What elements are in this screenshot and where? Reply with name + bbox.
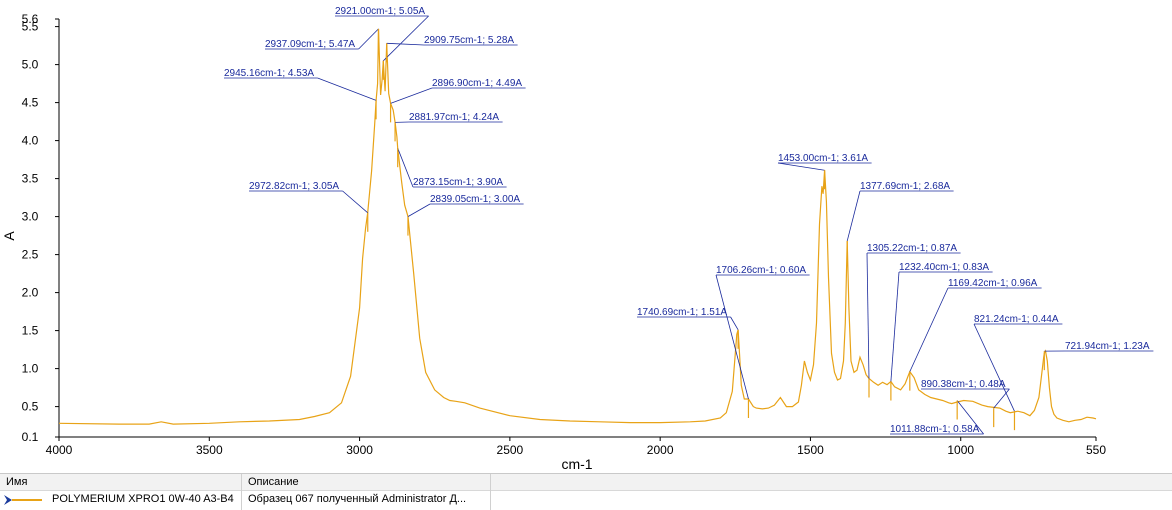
y-tick-label: 1.0 — [22, 362, 39, 376]
peak-label: 1706.26cm-1; 0.60A — [716, 265, 806, 276]
column-header-description[interactable]: Описание — [248, 476, 299, 488]
peak-leader-line — [343, 191, 368, 213]
peak-leader-line — [994, 389, 1010, 408]
peak-leader-line — [731, 317, 739, 330]
peak-leader-line — [383, 16, 428, 61]
peak-leader-line — [391, 88, 432, 103]
y-tick-label: 4.5 — [22, 96, 39, 110]
peak-label: 2839.05cm-1; 3.00A — [430, 194, 520, 205]
peak-leader-line — [318, 78, 376, 100]
column-header-name[interactable]: Имя — [6, 476, 27, 488]
y-tick-label: 4.0 — [22, 134, 39, 148]
axes: 4000 3500 3000 2500 2000 1500 1000 550 0.1 0.5 1.0… — [22, 12, 1107, 457]
x-tick-label: 3000 — [346, 443, 373, 457]
peak-label: 821.24cm-1; 0.44A — [974, 314, 1059, 325]
peak-label: 2896.90cm-1; 4.49A — [432, 78, 522, 89]
peak-label: 2945.16cm-1; 4.53A — [224, 68, 314, 79]
x-tick-label: 2000 — [647, 443, 674, 457]
y-axis-label: A — [1, 231, 17, 241]
peak-label: 2909.75cm-1; 5.28A — [424, 35, 514, 46]
peak-leader-line — [974, 324, 1014, 411]
x-tick-label: 3500 — [196, 443, 223, 457]
table-header: Имя Описание — [0, 474, 1172, 491]
peak-leader-line — [910, 288, 948, 372]
x-tick-label: 1000 — [947, 443, 974, 457]
y-tick-label: 5.0 — [22, 58, 39, 72]
peak-leader-line — [716, 275, 748, 399]
x-tick-label: 2500 — [497, 443, 524, 457]
y-tick-label: 0.5 — [22, 400, 39, 414]
peak-label: 1232.40cm-1; 0.83A — [899, 262, 989, 273]
series-table: Имя Описание POLYMERIUM XPRO1 0W-40 A3-B… — [0, 473, 1172, 510]
peak-label: 2881.97cm-1; 4.24A — [409, 112, 499, 123]
peak-label: 721.94cm-1; 1.23A — [1065, 341, 1150, 352]
y-tick-label: 3.0 — [22, 210, 39, 224]
peak-label: 2921.00cm-1; 5.05A — [335, 6, 425, 17]
y-tick-label: 2.5 — [22, 248, 39, 262]
y-tick-label: 3.5 — [22, 172, 39, 186]
peak-label: 2972.82cm-1; 3.05A — [249, 181, 339, 192]
peak-label: 1169.42cm-1; 0.96A — [948, 278, 1038, 289]
y-tick-label: 2.0 — [22, 286, 39, 300]
peak-leader-line — [387, 43, 424, 45]
peak-label: 1377.69cm-1; 2.68A — [860, 181, 950, 192]
peak-leader-line — [867, 253, 869, 378]
series-description: Образец 067 полученный Administrator Д..… — [248, 493, 466, 505]
peak-leader-line — [408, 204, 430, 217]
peak-annotations: 2921.00cm-1; 5.05A 2937.09cm-1; 5.47A 2909… — [224, 6, 1153, 435]
peak-label: 1305.22cm-1; 0.87A — [867, 243, 957, 254]
spectrum-chart: 4000 3500 3000 2500 2000 1500 1000 550 0.1 0.5 1.0… — [0, 0, 1172, 473]
peak-label: 1011.88cm-1; 0.58A — [890, 424, 980, 435]
peak-leader-line — [847, 191, 860, 241]
y-tick-label: 1.5 — [22, 324, 39, 338]
peak-leader-line — [891, 272, 899, 382]
table-row[interactable]: POLYMERIUM XPRO1 0W-40 A3-B4 Образец 067… — [0, 491, 1172, 509]
x-tick-label: 550 — [1086, 443, 1106, 457]
peak-label: 2937.09cm-1; 5.47A — [265, 39, 355, 50]
x-tick-label: 4000 — [46, 443, 73, 457]
x-tick-label: 1500 — [797, 443, 824, 457]
peak-label: 890.38cm-1; 0.48A — [921, 379, 1006, 390]
peak-leader-line — [778, 163, 825, 170]
series-line — [59, 29, 1096, 424]
y-tick-label: 0.1 — [22, 430, 39, 444]
peak-leader-line — [359, 29, 379, 49]
y-tick-label: 5.6 — [22, 12, 39, 26]
series-swatch-icon — [3, 494, 43, 506]
peak-label: 2873.15cm-1; 3.90A — [413, 177, 503, 188]
peak-label: 1740.69cm-1; 1.51A — [637, 307, 727, 318]
series-name: POLYMERIUM XPRO1 0W-40 A3-B4 — [52, 493, 234, 505]
x-axis-label: cm-1 — [561, 456, 592, 472]
peak-label: 1453.00cm-1; 3.61A — [778, 153, 868, 164]
